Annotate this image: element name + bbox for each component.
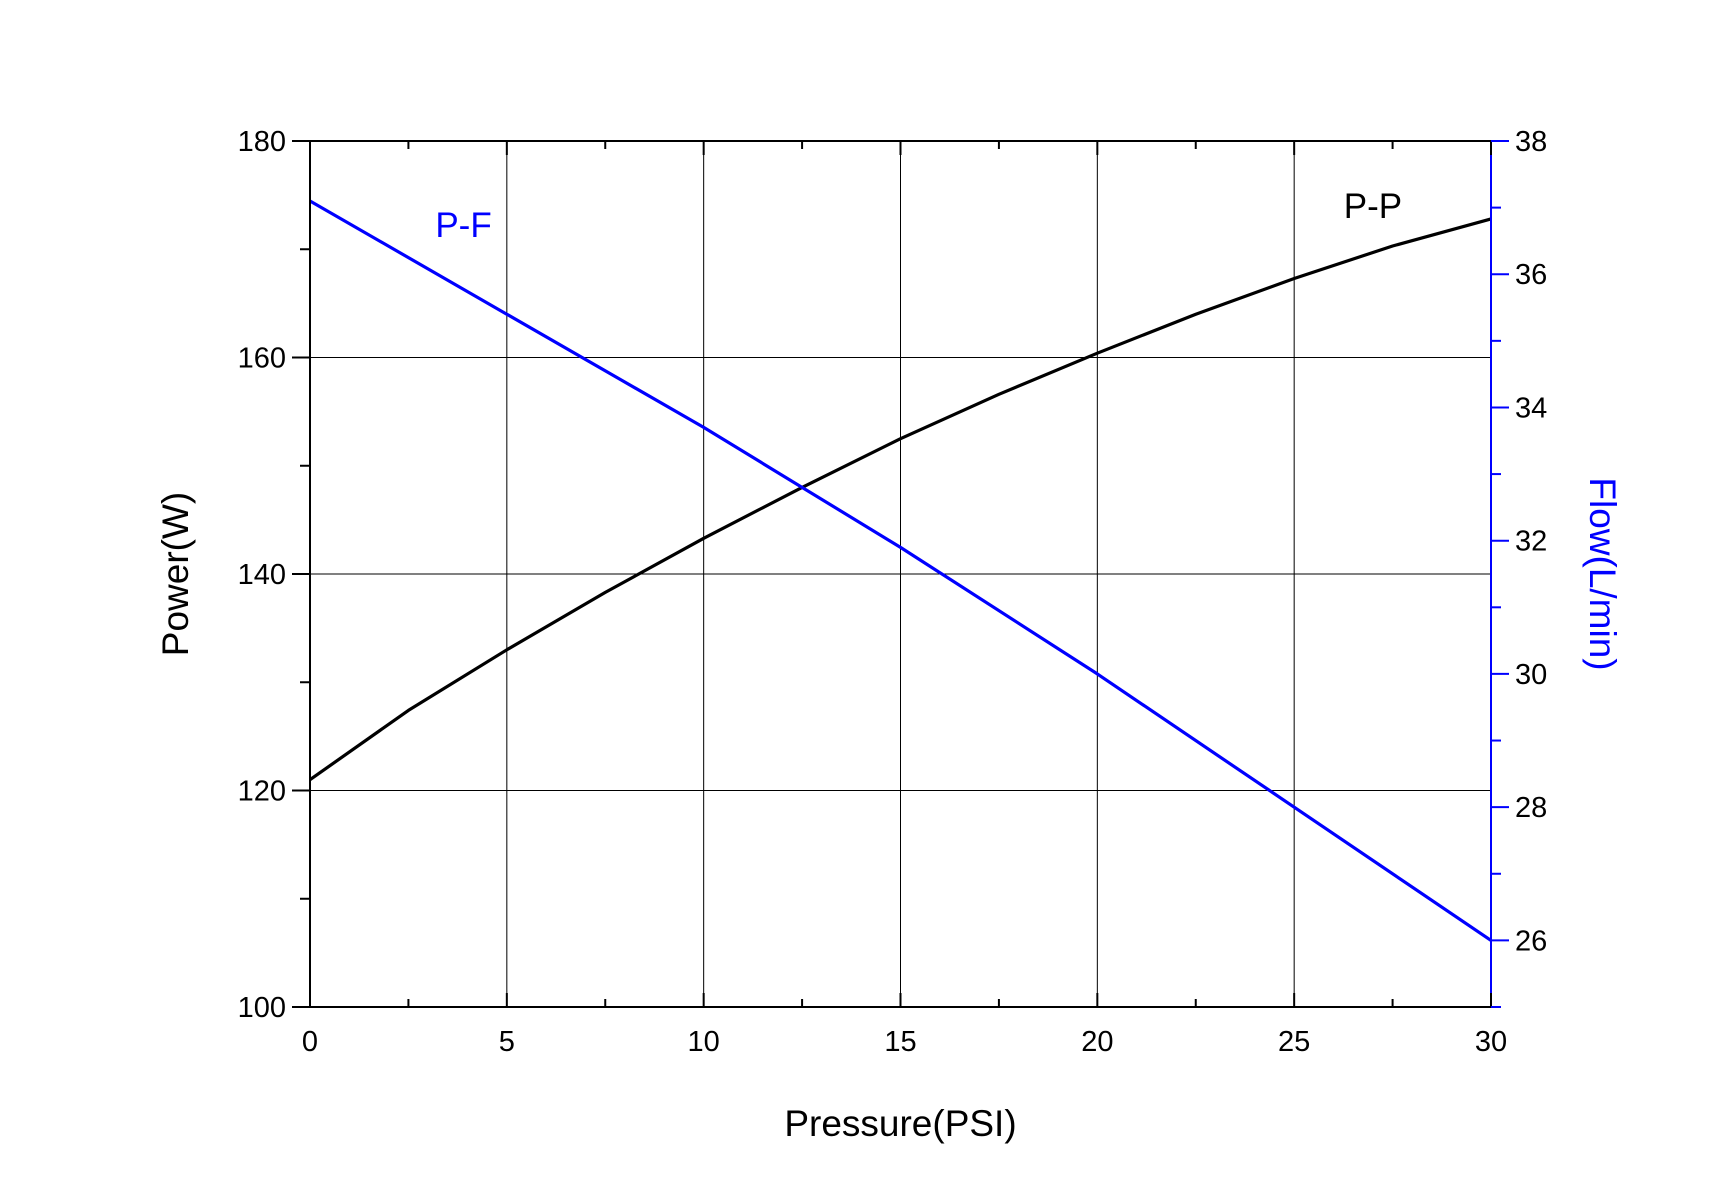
x-tick-label: 15	[884, 1026, 916, 1058]
y2-tick-label: 38	[1515, 126, 1547, 158]
y2-axis-title: Flow(L/min)	[1582, 477, 1623, 670]
y-tick-label: 180	[238, 126, 286, 158]
y2-tick-label: 30	[1515, 659, 1547, 691]
y-tick-label: 100	[238, 992, 286, 1024]
y2-tick-label: 36	[1515, 259, 1547, 291]
series-line-p-p	[309, 217, 1492, 782]
y-axis-title: Power(W)	[155, 492, 196, 656]
grid	[310, 141, 1491, 1007]
series-line-p-f	[309, 199, 1492, 942]
x-tick-label: 0	[302, 1026, 318, 1058]
y-tick-label: 160	[238, 343, 286, 375]
y2-tick-label: 32	[1515, 526, 1547, 558]
y-tick-label: 140	[238, 559, 286, 591]
y2-tick-label: 28	[1515, 792, 1547, 824]
series-label-p-p: P-P	[1344, 187, 1402, 226]
x-tick-label: 30	[1475, 1026, 1507, 1058]
x-axis-title: Pressure(PSI)	[784, 1103, 1016, 1144]
x-tick-label: 20	[1081, 1026, 1113, 1058]
x-tick-label: 10	[688, 1026, 720, 1058]
y-tick-label: 120	[238, 776, 286, 808]
series-label-p-f: P-F	[435, 206, 491, 245]
ticks: 0 5 10 15 20 25 30 100 120 140 160 180 26 28 30 32 34 36 3…	[238, 126, 1548, 1058]
series-group	[309, 199, 1492, 942]
x-tick-label: 25	[1278, 1026, 1310, 1058]
y2-tick-label: 34	[1515, 392, 1547, 424]
x-tick-label: 5	[499, 1026, 515, 1058]
y2-tick-label: 26	[1515, 925, 1547, 957]
